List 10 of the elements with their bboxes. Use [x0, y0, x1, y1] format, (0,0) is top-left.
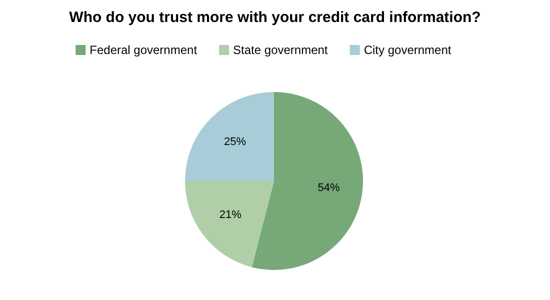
pie-slice	[252, 92, 363, 270]
legend-label: Federal government	[90, 43, 198, 57]
data-label: 25%	[224, 136, 246, 148]
legend-label: City government	[364, 43, 452, 57]
data-label: 54%	[318, 182, 340, 194]
pie-slice	[185, 181, 274, 268]
data-label: 21%	[219, 208, 242, 221]
chart-title: Who do you trust more with your credit card information?	[69, 9, 481, 26]
legend-label: State government	[233, 43, 328, 57]
pie-slice	[185, 92, 274, 181]
